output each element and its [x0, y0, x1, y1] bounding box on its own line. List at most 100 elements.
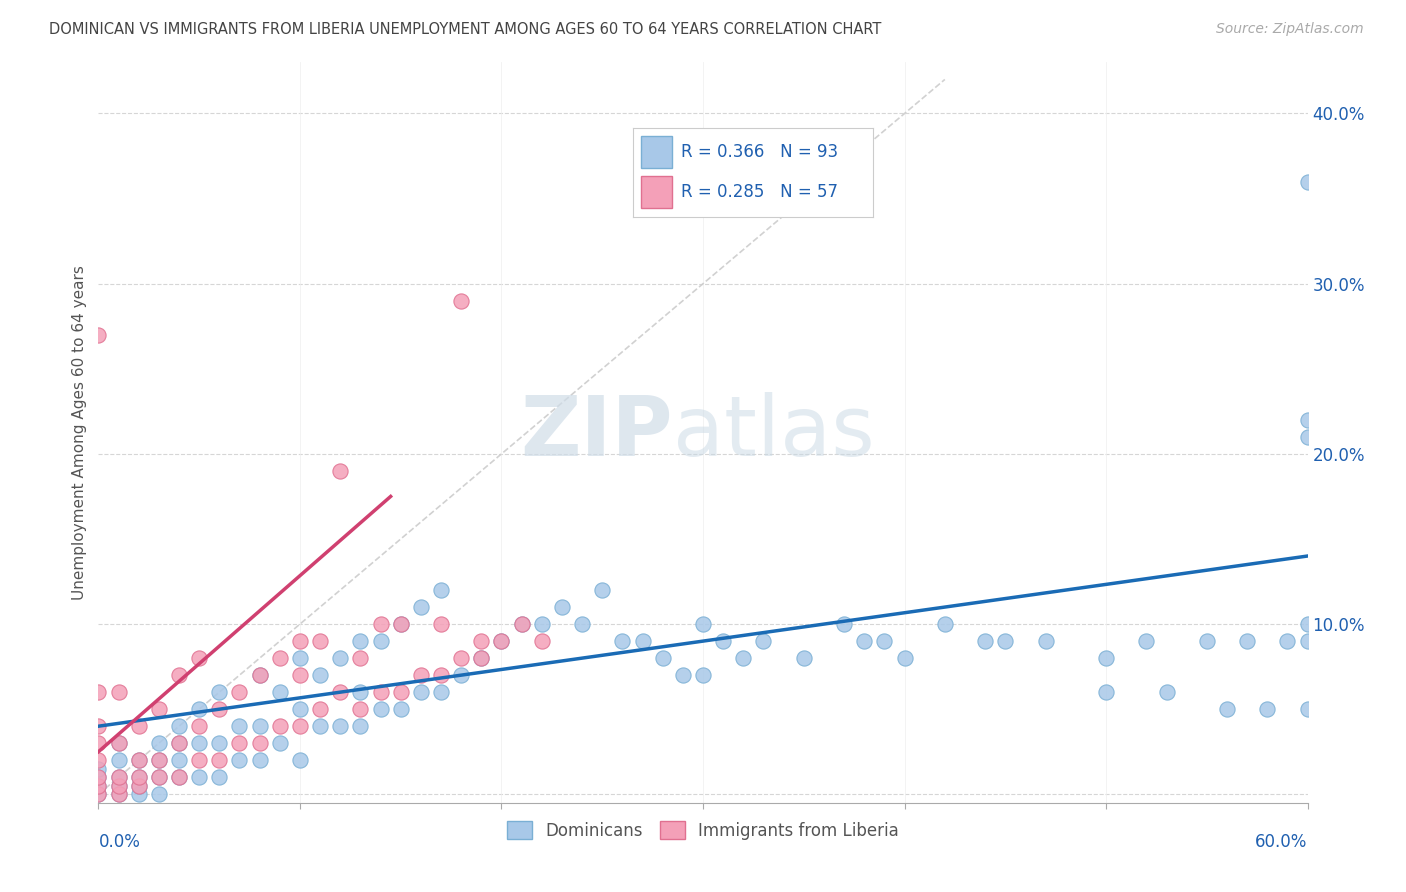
Point [188, 770, 211, 784]
Point [288, 753, 311, 767]
Point [370, 685, 392, 699]
Point [672, 668, 695, 682]
Point [309, 668, 332, 682]
Text: R = 0.285   N = 57: R = 0.285 N = 57 [682, 183, 838, 201]
Y-axis label: Unemployment Among Ages 60 to 64 years: Unemployment Among Ages 60 to 64 years [72, 265, 87, 600]
Point [1035, 634, 1057, 648]
Point [530, 617, 553, 632]
Point [148, 753, 170, 767]
Point [167, 719, 190, 733]
Point [128, 770, 150, 784]
Text: 0.0%: 0.0% [98, 833, 141, 852]
Point [450, 668, 472, 682]
Point [128, 753, 150, 767]
Point [107, 779, 129, 793]
Point [591, 582, 613, 597]
Point [1256, 702, 1278, 716]
Point [228, 753, 250, 767]
Point [148, 753, 170, 767]
Point [349, 651, 371, 665]
Point [309, 719, 332, 733]
Point [87, 779, 110, 793]
Bar [641, 136, 672, 168]
Point [288, 634, 311, 648]
Point [107, 770, 129, 784]
Point [832, 617, 855, 632]
Point [1296, 413, 1319, 427]
Point [167, 736, 190, 750]
Point [329, 651, 352, 665]
Point [389, 617, 412, 632]
Point [309, 702, 332, 716]
Point [148, 702, 170, 716]
Point [329, 685, 352, 699]
Point [1296, 430, 1319, 444]
Point [107, 787, 129, 801]
Point [873, 634, 896, 648]
Point [128, 719, 150, 733]
Point [128, 779, 150, 793]
Point [733, 651, 755, 665]
Point [893, 651, 915, 665]
Point [470, 651, 492, 665]
Point [510, 617, 533, 632]
Point [87, 753, 110, 767]
Point [208, 770, 231, 784]
Point [107, 685, 129, 699]
Point [188, 753, 211, 767]
Point [651, 651, 673, 665]
Point [1277, 634, 1299, 648]
Point [1296, 634, 1319, 648]
Point [188, 736, 211, 750]
Point [188, 719, 211, 733]
Point [430, 685, 453, 699]
Point [107, 787, 129, 801]
Point [87, 719, 110, 733]
Point [1236, 634, 1258, 648]
Point [87, 327, 110, 342]
Point [1216, 702, 1239, 716]
Point [752, 634, 775, 648]
Point [288, 668, 311, 682]
Point [87, 787, 110, 801]
Point [148, 787, 170, 801]
Point [1156, 685, 1178, 699]
Point [349, 719, 371, 733]
Point [288, 651, 311, 665]
Point [167, 753, 190, 767]
Point [1135, 634, 1157, 648]
Point [994, 634, 1017, 648]
Point [87, 736, 110, 750]
Point [389, 702, 412, 716]
Point [974, 634, 997, 648]
Point [349, 702, 371, 716]
Point [148, 770, 170, 784]
Point [208, 736, 231, 750]
Point [1095, 651, 1118, 665]
Point [128, 753, 150, 767]
Point [228, 685, 250, 699]
Point [269, 651, 291, 665]
Point [87, 770, 110, 784]
Point [249, 753, 271, 767]
Point [228, 719, 250, 733]
Point [711, 634, 734, 648]
Point [188, 702, 211, 716]
Point [329, 464, 352, 478]
Point [188, 651, 211, 665]
Point [249, 736, 271, 750]
Point [692, 668, 714, 682]
Point [349, 634, 371, 648]
Point [370, 702, 392, 716]
Point [249, 668, 271, 682]
Point [87, 762, 110, 776]
Point [1296, 702, 1319, 716]
Point [349, 685, 371, 699]
Point [87, 685, 110, 699]
Point [450, 651, 472, 665]
Point [631, 634, 654, 648]
Point [551, 600, 574, 615]
Point [612, 634, 634, 648]
Point [167, 736, 190, 750]
Text: 60.0%: 60.0% [1256, 833, 1308, 852]
